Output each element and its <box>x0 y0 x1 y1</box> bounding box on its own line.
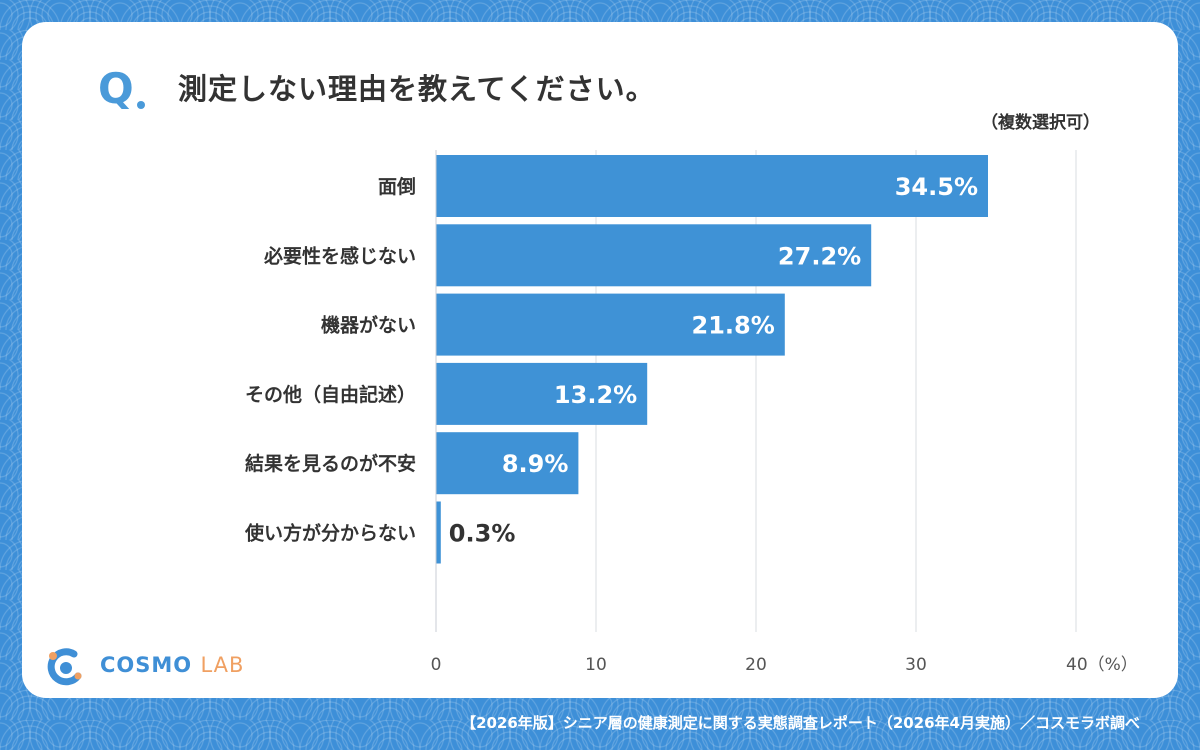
x-tick-label: 30 <box>905 655 927 675</box>
bar <box>436 501 441 564</box>
logo-brand: COSMO <box>100 653 193 677</box>
multiple-choice-note: （複数選択可） <box>981 113 1100 133</box>
x-tick-label: 10 <box>585 655 607 675</box>
question-mark: Q <box>98 64 134 113</box>
x-tick-label: 40（%） <box>1066 655 1138 675</box>
category-label: 必要性を感じない <box>263 244 416 267</box>
x-tick-label: 20 <box>745 655 767 675</box>
bar <box>436 432 579 495</box>
x-tick-label: 0 <box>431 655 442 675</box>
category-label: その他（自由記述） <box>245 383 416 406</box>
bar <box>436 362 648 425</box>
cosmo-lab-logo-icon <box>47 648 82 686</box>
question-mark-dot <box>137 101 145 109</box>
logo-suffix: LAB <box>200 653 245 677</box>
data-label: 34.5% <box>895 173 978 201</box>
data-label: 21.8% <box>692 312 775 340</box>
category-label: 面倒 <box>378 175 416 198</box>
data-label: 8.9% <box>502 450 569 478</box>
category-label: 機器がない <box>321 314 416 337</box>
category-label: 結果を見るのが不安 <box>245 452 416 475</box>
category-label: 使い方が分からない <box>244 522 416 545</box>
data-label: 0.3% <box>449 520 516 548</box>
bar <box>436 293 785 356</box>
bar <box>436 155 988 217</box>
content-card <box>22 22 1178 698</box>
data-label: 13.2% <box>554 381 637 409</box>
source-footer: 【2026年版】シニア層の健康測定に関する実態調査レポート（2026年4月実施）… <box>461 714 1140 732</box>
question-title: 測定しない理由を教えてください。 <box>178 72 656 106</box>
data-label: 27.2% <box>778 242 861 270</box>
logo-wordmark: COSMO LAB <box>100 653 244 677</box>
bar <box>436 224 872 287</box>
